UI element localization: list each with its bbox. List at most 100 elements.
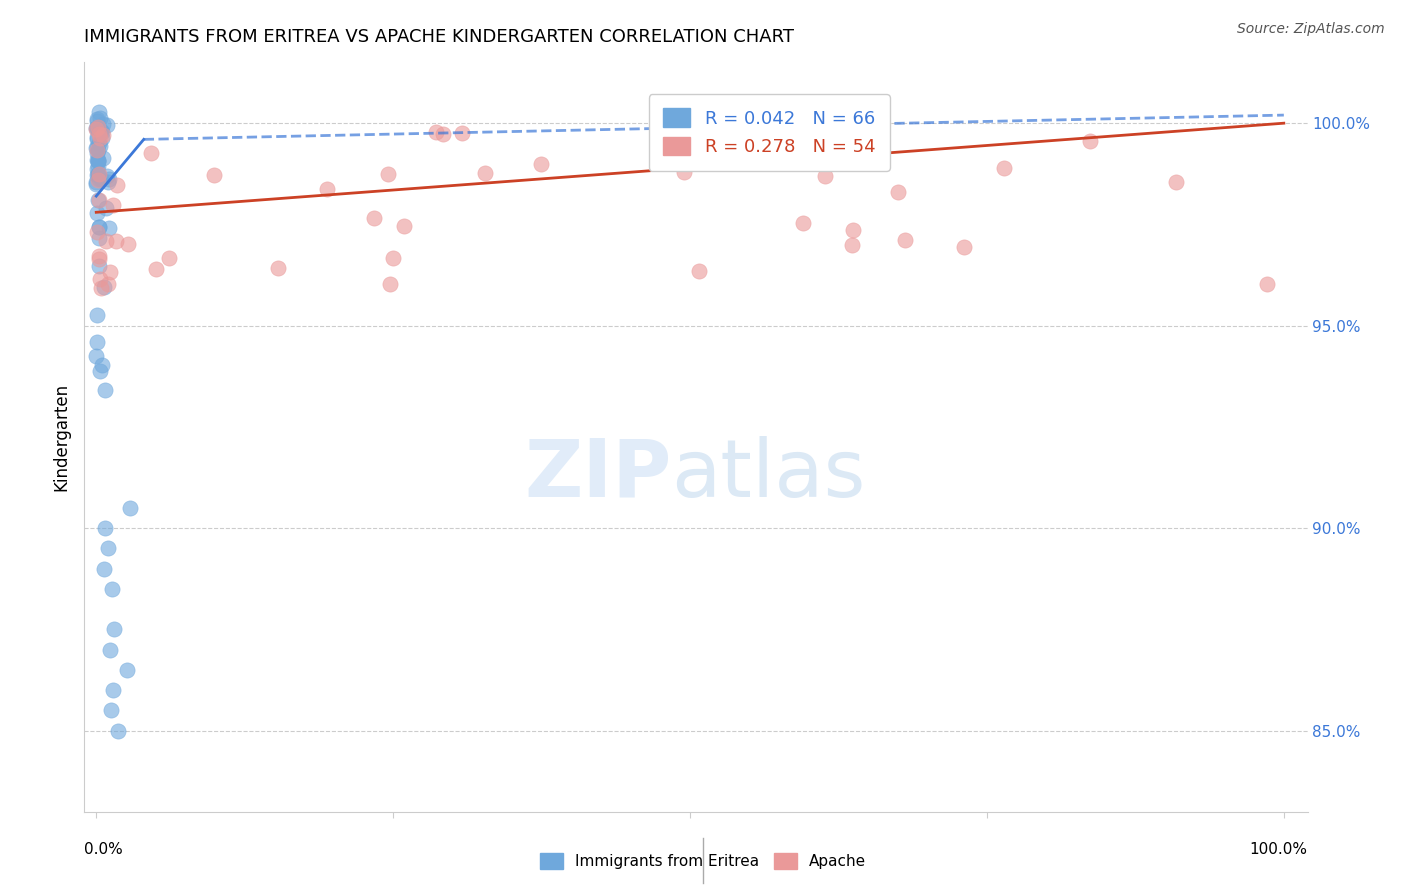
Text: 0.0%: 0.0%: [84, 842, 124, 856]
Point: [86, 153, 108, 167]
Point: [89, 124, 111, 138]
Point: [86, 335, 108, 350]
Point: [93, 118, 115, 132]
Point: [115, 663, 138, 677]
Point: [87, 252, 110, 267]
Point: [87, 173, 110, 187]
Point: [87, 154, 110, 169]
Point: [87, 167, 110, 181]
Point: [90, 171, 112, 186]
Point: [87, 159, 110, 173]
Point: [157, 251, 180, 265]
Point: [96, 169, 118, 183]
Point: [86, 114, 108, 128]
Point: [87, 219, 110, 234]
Point: [86, 153, 108, 168]
Point: [1256, 277, 1278, 292]
Point: [792, 216, 814, 230]
Point: [86, 169, 108, 183]
Point: [96, 234, 118, 248]
Point: [86, 205, 108, 219]
Point: [814, 169, 837, 183]
Point: [86, 120, 108, 135]
Point: [86, 145, 108, 160]
Point: [86, 140, 108, 154]
Point: [97, 175, 120, 189]
Point: [377, 167, 399, 181]
Point: [855, 127, 877, 141]
Point: [86, 175, 108, 189]
Point: [378, 277, 401, 291]
Point: [392, 219, 415, 233]
Point: [89, 131, 111, 145]
Point: [474, 166, 496, 180]
Point: [86, 141, 108, 155]
Point: [87, 167, 110, 181]
Point: [887, 185, 910, 199]
Point: [86, 112, 108, 127]
Point: [425, 125, 447, 139]
Point: [1078, 134, 1101, 148]
Point: [97, 171, 120, 186]
Text: ZIP: ZIP: [524, 435, 672, 514]
Text: 100.0%: 100.0%: [1250, 842, 1308, 856]
Point: [145, 262, 167, 277]
Point: [672, 165, 695, 179]
Point: [953, 240, 976, 254]
Point: [93, 279, 115, 293]
Point: [91, 130, 114, 145]
Point: [96, 201, 118, 215]
Point: [86, 121, 108, 136]
Point: [89, 125, 111, 139]
Point: [529, 157, 551, 171]
Point: [86, 177, 108, 191]
Point: [86, 225, 108, 239]
Point: [381, 251, 404, 265]
Point: [101, 582, 124, 596]
Text: atlas: atlas: [672, 435, 866, 514]
Point: [100, 703, 122, 717]
Point: [450, 126, 472, 140]
Text: IMMIGRANTS FROM ERITREA VS APACHE KINDERGARTEN CORRELATION CHART: IMMIGRANTS FROM ERITREA VS APACHE KINDER…: [84, 28, 794, 45]
Point: [202, 168, 225, 182]
Point: [93, 562, 115, 576]
Legend: R = 0.042   N = 66, R = 0.278   N = 54: R = 0.042 N = 66, R = 0.278 N = 54: [648, 94, 890, 170]
Point: [893, 233, 915, 247]
Point: [90, 124, 112, 138]
Point: [86, 154, 108, 169]
Point: [87, 120, 110, 135]
Point: [87, 168, 110, 182]
Point: [87, 193, 110, 207]
Point: [91, 151, 114, 165]
Point: [87, 127, 110, 141]
Point: [1164, 175, 1187, 189]
Point: [688, 264, 710, 278]
Point: [86, 130, 108, 145]
Point: [267, 260, 290, 275]
Point: [93, 128, 115, 142]
Point: [94, 521, 117, 535]
Point: [87, 172, 110, 186]
Point: [97, 541, 120, 556]
Point: [89, 120, 111, 135]
Point: [86, 143, 108, 157]
Point: [993, 161, 1015, 175]
Point: [90, 281, 112, 295]
Point: [86, 131, 108, 145]
Point: [89, 249, 111, 263]
Point: [432, 128, 454, 142]
Point: [97, 277, 120, 291]
Point: [86, 193, 108, 207]
Point: [87, 231, 110, 245]
Point: [89, 364, 111, 378]
Point: [107, 178, 129, 192]
Point: [89, 111, 111, 125]
Point: [363, 211, 385, 226]
Point: [103, 623, 125, 637]
Text: Source: ZipAtlas.com: Source: ZipAtlas.com: [1237, 22, 1385, 37]
Point: [86, 122, 108, 136]
Y-axis label: Kindergarten: Kindergarten: [52, 383, 70, 491]
Point: [86, 349, 108, 363]
Legend: Immigrants from Eritrea, Apache: Immigrants from Eritrea, Apache: [533, 847, 873, 875]
Point: [98, 265, 121, 279]
